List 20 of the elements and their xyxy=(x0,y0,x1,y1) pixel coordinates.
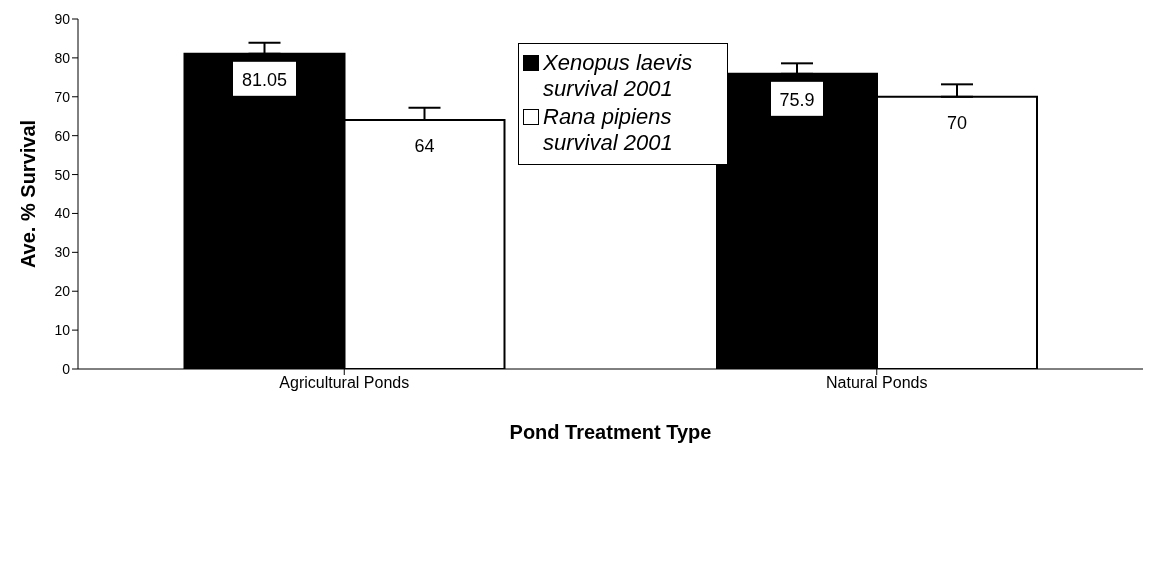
y-tick-label: 40 xyxy=(54,205,71,222)
y-tick-label: 70 xyxy=(54,88,71,105)
x-axis-title: Pond Treatment Type xyxy=(509,421,712,443)
y-tick-label: 80 xyxy=(54,49,71,66)
data-label: 81.05 xyxy=(241,69,288,90)
y-tick-label: 60 xyxy=(54,127,71,144)
y-axis-title: Ave. % Survival xyxy=(17,119,40,269)
data-label: 75.9 xyxy=(779,89,815,110)
legend-label: Rana pipiens survival 2001 xyxy=(543,104,674,156)
y-tick-label: 0 xyxy=(62,360,71,377)
y-tick-label: 30 xyxy=(54,244,71,261)
data-label: 70 xyxy=(946,112,968,133)
y-tick-label: 10 xyxy=(54,322,71,339)
y-tick-label: 20 xyxy=(54,283,71,300)
y-tick-label: 90 xyxy=(54,10,71,27)
legend-label: Xenopus laevis survival 2001 xyxy=(543,50,694,102)
y-tick-label: 50 xyxy=(54,166,71,183)
x-tick-label: Agricultural Ponds xyxy=(279,374,410,392)
x-tick-label: Natural Ponds xyxy=(826,374,928,392)
data-label: 64 xyxy=(414,136,435,157)
